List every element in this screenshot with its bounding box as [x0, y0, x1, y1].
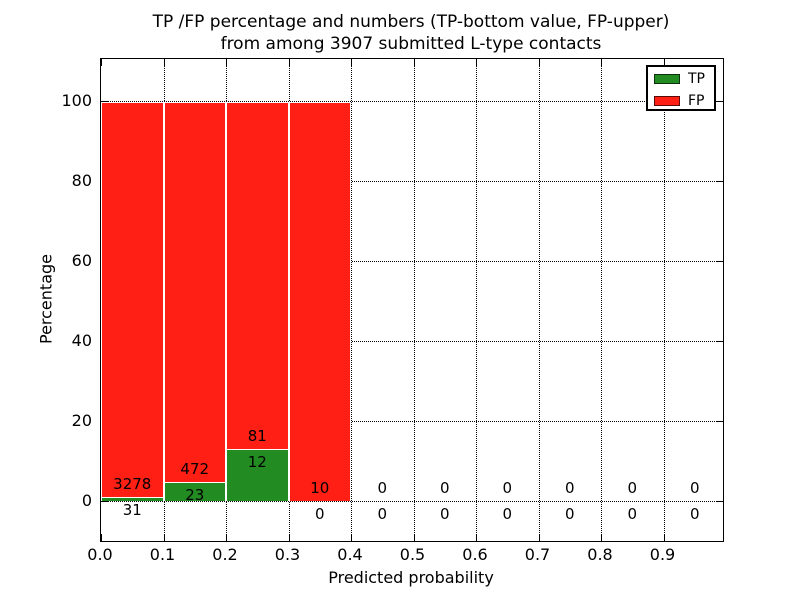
tp-bar	[163, 482, 226, 501]
x-tick-top	[538, 59, 540, 66]
v-gridline	[476, 59, 477, 541]
fp-count-label: 0	[502, 479, 513, 497]
x-tick	[101, 534, 102, 541]
fp-bar	[101, 102, 164, 498]
y-tick-right	[716, 101, 723, 102]
x-tick	[538, 534, 540, 541]
plot-area: 3278 31 472 23 81 12 10 0 0 0 0 0 0 0 0 0 0 0 0 0	[100, 58, 724, 542]
legend-row-fp: FP	[648, 91, 714, 111]
y-tick-right	[716, 501, 723, 502]
legend: TP FP	[646, 65, 716, 111]
x-tick-label: 0.3	[274, 545, 301, 564]
x-tick-label: 0.4	[337, 545, 363, 564]
h-gridline	[101, 421, 723, 422]
y-tick-right	[716, 261, 723, 262]
x-tick	[351, 534, 352, 541]
tp-legend-swatch-icon	[654, 74, 680, 84]
x-tick	[663, 534, 665, 541]
y-tick-right	[716, 341, 723, 342]
tp-bar	[101, 497, 164, 501]
tp-count-label: 12	[247, 453, 267, 472]
x-tick-label: 0.5	[399, 545, 426, 564]
x-tick-top	[476, 59, 477, 66]
fp-legend-swatch-icon	[654, 96, 680, 106]
y-tick-label: 20	[71, 411, 92, 430]
x-tick-top	[663, 59, 665, 66]
v-gridline	[351, 59, 352, 541]
y-tick	[101, 101, 108, 102]
fp-count-label: 3278	[113, 475, 152, 494]
fp-count-label: 0	[439, 479, 450, 497]
tp-count-label: 0	[377, 505, 388, 523]
h-gridline	[101, 101, 723, 102]
x-tick	[288, 534, 290, 541]
chart-title-line2: from among 3907 submitted L-type contact…	[220, 34, 602, 54]
x-tick	[476, 534, 477, 541]
x-tick-top	[288, 59, 290, 66]
fp-count-label: 0	[689, 479, 700, 497]
x-tick-top	[163, 59, 165, 66]
tp-count-label: 0	[439, 505, 450, 523]
fp-count-label: 472	[180, 460, 210, 479]
x-tick	[601, 534, 602, 541]
fp-legend-label: FP	[688, 93, 705, 109]
y-tick	[101, 501, 108, 502]
y-tick-label: 80	[71, 171, 92, 190]
h-gridline	[101, 261, 723, 262]
fp-bar	[226, 102, 289, 450]
y-tick-right	[716, 181, 723, 182]
tp-bar	[226, 449, 289, 501]
chart-title: TP /FP percentage and numbers (TP-bottom…	[100, 11, 722, 55]
chart-title-line1: TP /FP percentage and numbers (TP-bottom…	[152, 12, 670, 32]
x-tick-label: 0.6	[462, 545, 488, 564]
x-tick-top	[101, 59, 102, 66]
v-gridline	[601, 59, 602, 541]
x-tick-label: 0.7	[524, 545, 551, 564]
tp-count-label: 0	[314, 505, 325, 523]
x-tick-top	[413, 59, 415, 66]
v-gridline	[413, 59, 415, 541]
tp-count-label: 0	[564, 505, 575, 523]
tp-count-label: 0	[689, 505, 700, 523]
x-tick-top	[226, 59, 227, 66]
fp-count-label: 0	[564, 479, 575, 497]
x-tick-label: 0.0	[87, 545, 113, 564]
fp-count-label: 0	[377, 479, 388, 497]
tp-count-label: 31	[122, 501, 142, 520]
x-tick-top	[601, 59, 602, 66]
fp-bar	[288, 102, 351, 501]
fp-count-label: 81	[247, 427, 267, 446]
fp-count-label: 0	[627, 479, 638, 497]
v-gridline	[663, 59, 665, 541]
tp-count-label: 23	[185, 486, 205, 505]
x-tick-label: 0.2	[212, 545, 238, 564]
x-tick	[413, 534, 415, 541]
x-tick	[226, 534, 227, 541]
y-tick-label: 100	[61, 91, 92, 110]
y-tick-label: 40	[71, 331, 92, 350]
y-tick-label: 0	[81, 491, 92, 510]
x-tick-label: 0.1	[149, 545, 176, 564]
x-tick-top	[351, 59, 352, 66]
fp-count-label: 10	[310, 479, 330, 497]
legend-row-tp: TP	[648, 69, 714, 89]
x-tick-label: 0.8	[587, 545, 613, 564]
tp-count-label: 0	[627, 505, 638, 523]
y-tick-right	[716, 421, 723, 422]
h-gridline	[101, 341, 723, 342]
h-gridline	[101, 501, 723, 502]
tp-legend-label: TP	[688, 71, 705, 87]
v-gridline	[538, 59, 540, 541]
h-gridline	[101, 181, 723, 182]
x-tick-label: 0.9	[649, 545, 676, 564]
x-tick	[163, 534, 165, 541]
fp-bar	[163, 102, 226, 483]
x-axis-label: Predicted probability	[328, 568, 494, 587]
tp-count-label: 0	[502, 505, 513, 523]
y-tick-label: 60	[71, 251, 92, 270]
